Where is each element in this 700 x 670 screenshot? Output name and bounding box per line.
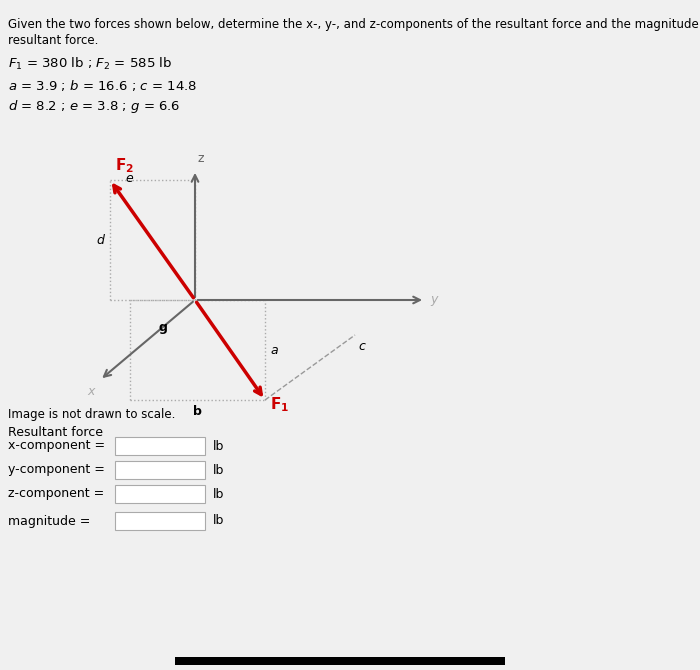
- FancyBboxPatch shape: [115, 485, 205, 503]
- FancyBboxPatch shape: [115, 437, 205, 455]
- Text: b: b: [193, 405, 202, 418]
- Text: y-component =: y-component =: [8, 464, 105, 476]
- Text: $\mathbf{F_2}$: $\mathbf{F_2}$: [115, 156, 134, 175]
- Text: Resultant force: Resultant force: [8, 426, 103, 439]
- Text: resultant force.: resultant force.: [8, 34, 99, 47]
- Text: c: c: [358, 340, 365, 353]
- Text: $\mathit{F}_1$ = 380 lb ; $\mathit{F}_2$ = 585 lb: $\mathit{F}_1$ = 380 lb ; $\mathit{F}_2$…: [8, 56, 172, 72]
- Text: y: y: [430, 293, 438, 306]
- Text: $\mathit{a}$ = 3.9 ; $\mathit{b}$ = 16.6 ; $\mathit{c}$ = 14.8: $\mathit{a}$ = 3.9 ; $\mathit{b}$ = 16.6…: [8, 78, 197, 93]
- Text: magnitude =: magnitude =: [8, 515, 90, 527]
- Text: Given the two forces shown below, determine the x-, y-, and z-components of the : Given the two forces shown below, determ…: [8, 18, 700, 31]
- FancyBboxPatch shape: [115, 512, 205, 530]
- Text: z-component =: z-component =: [8, 488, 104, 500]
- Text: $\mathbf{F_1}$: $\mathbf{F_1}$: [270, 395, 289, 413]
- Text: a: a: [270, 344, 278, 356]
- Bar: [175, 657, 505, 665]
- Text: $\mathit{d}$ = 8.2 ; $\mathit{e}$ = 3.8 ; $\mathit{g}$ = 6.6: $\mathit{d}$ = 8.2 ; $\mathit{e}$ = 3.8 …: [8, 98, 181, 115]
- Text: x: x: [88, 385, 95, 398]
- Text: g: g: [159, 322, 167, 334]
- Text: e: e: [125, 172, 133, 185]
- Text: lb: lb: [213, 464, 225, 476]
- Text: z: z: [198, 152, 204, 165]
- FancyBboxPatch shape: [115, 461, 205, 479]
- Text: lb: lb: [213, 488, 225, 500]
- Text: d: d: [96, 234, 104, 247]
- Text: x-component =: x-component =: [8, 440, 105, 452]
- Text: Image is not drawn to scale.: Image is not drawn to scale.: [8, 408, 176, 421]
- Text: lb: lb: [213, 515, 225, 527]
- Text: lb: lb: [213, 440, 225, 452]
